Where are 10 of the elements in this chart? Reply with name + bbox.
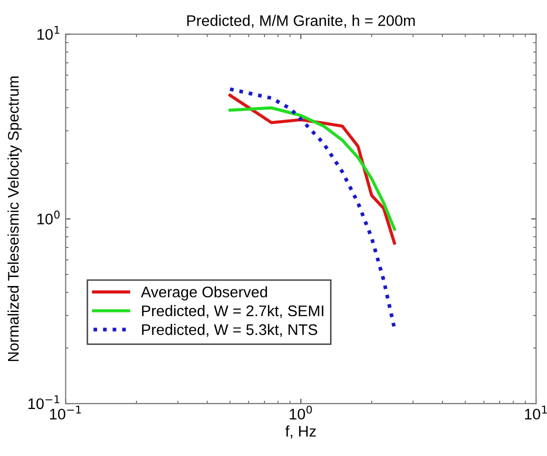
x-tick-label: 10$^{1}$ [525, 406, 547, 420]
y-tick-label: 10$^{0}$ [38, 210, 60, 224]
chart-title: Predicted, M/M Granite, h = 200m [187, 14, 415, 28]
y-tick-label: 10$^{1}$ [38, 26, 60, 40]
x-axis-title: f, Hz [285, 425, 316, 438]
legend-label: Average Observed [140, 286, 267, 300]
legend-label: Predicted, W = 2.7kt, SEMI [142, 305, 324, 318]
legend-label: Predicted, W = 5.3kt, NTS [142, 324, 318, 337]
x-tick-label: 10$^{0}$ [290, 406, 312, 420]
y-axis-title: Normalized Teleseismic Velocity Spectrum [8, 76, 22, 361]
